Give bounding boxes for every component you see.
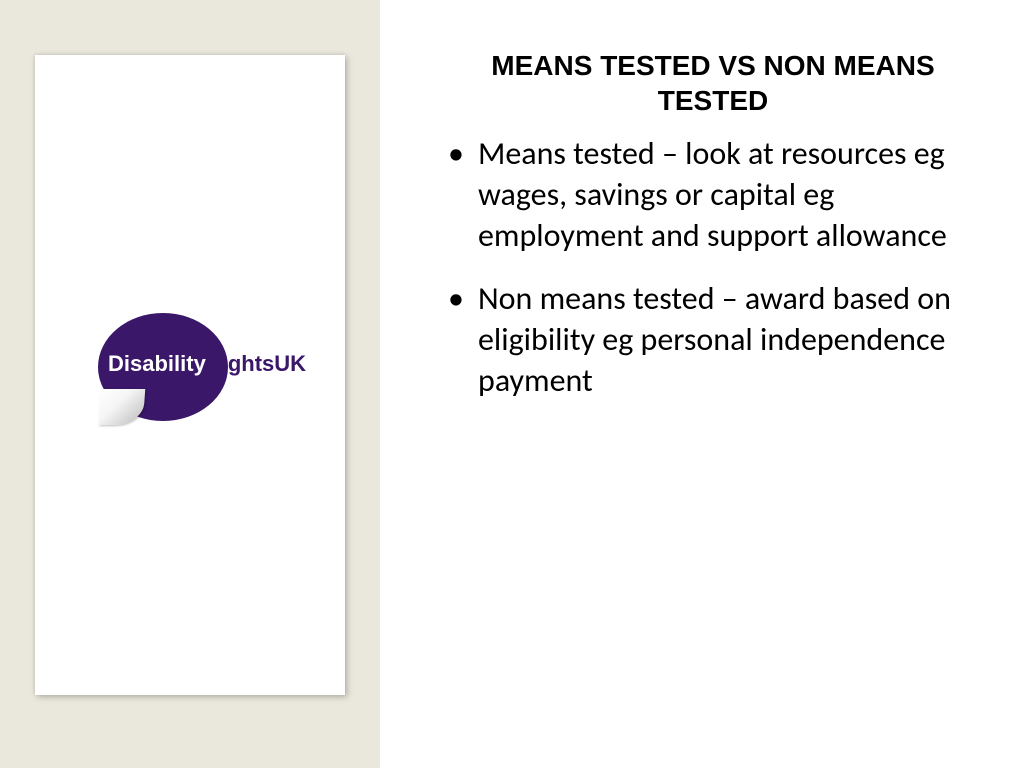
bullet-item: Means tested – look at resources eg wage… xyxy=(442,134,984,257)
logo-word-rights: Rights xyxy=(206,351,274,376)
logo-word-disability: Disability xyxy=(108,351,206,376)
page-peel-icon xyxy=(99,389,146,425)
slide-content-panel: MEANS TESTED VS NON MEANS TESTED Means t… xyxy=(380,0,1024,768)
logo-text: DisabilityRightsUK xyxy=(108,353,306,375)
bullet-list: Means tested – look at resources eg wage… xyxy=(442,134,984,402)
bullet-item: Non means tested – award based on eligib… xyxy=(442,279,984,402)
left-sidebar-panel: DisabilityRightsUK xyxy=(0,0,380,768)
slide-title: MEANS TESTED VS NON MEANS TESTED xyxy=(442,48,984,118)
logo-word-uk: UK xyxy=(274,351,306,376)
disability-rights-uk-logo: DisabilityRightsUK xyxy=(70,305,310,445)
logo-card: DisabilityRightsUK xyxy=(35,55,345,695)
